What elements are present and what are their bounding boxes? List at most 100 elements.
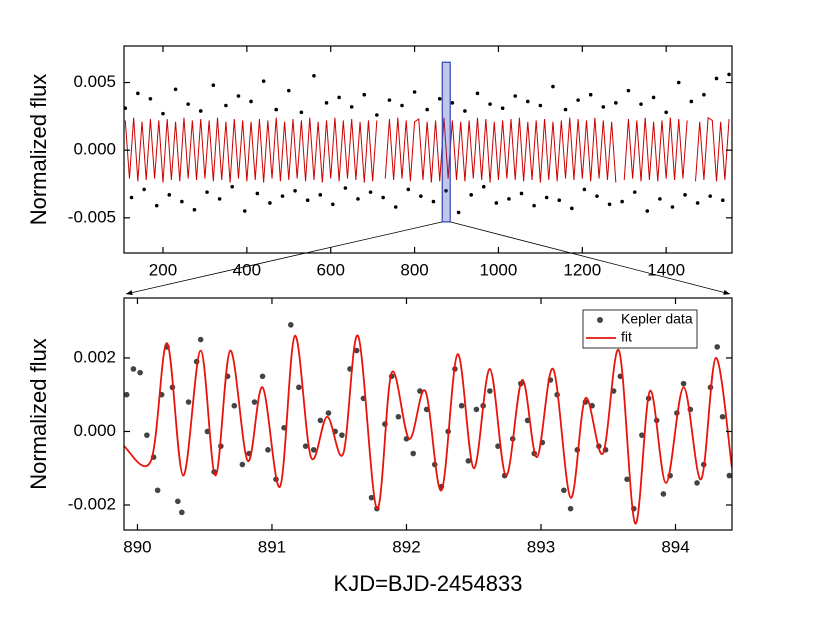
data-point bbox=[444, 188, 448, 193]
data-point bbox=[488, 102, 492, 106]
data-point bbox=[268, 201, 272, 205]
data-point bbox=[205, 190, 209, 194]
data-point bbox=[463, 109, 467, 113]
data-point bbox=[695, 201, 700, 205]
data-point bbox=[525, 99, 530, 104]
data-point bbox=[607, 202, 612, 207]
data-point bbox=[719, 413, 726, 420]
data-point bbox=[400, 103, 404, 108]
data-point bbox=[639, 102, 643, 106]
plot-area bbox=[124, 322, 732, 525]
data-point bbox=[161, 111, 165, 116]
data-point bbox=[714, 76, 719, 81]
x-tick-label: 891 bbox=[258, 537, 286, 556]
data-point bbox=[501, 472, 508, 479]
data-point bbox=[614, 101, 618, 105]
data-point bbox=[129, 195, 134, 200]
data-point bbox=[406, 187, 411, 192]
data-point bbox=[532, 203, 536, 208]
legend-label: fit bbox=[621, 329, 632, 345]
data-point bbox=[349, 105, 354, 109]
data-point bbox=[495, 443, 501, 449]
data-point bbox=[431, 199, 436, 204]
data-point bbox=[231, 402, 238, 409]
y-tick-label: 0.005 bbox=[73, 72, 116, 91]
data-point bbox=[381, 195, 385, 200]
x-tick-label: 893 bbox=[527, 537, 555, 556]
data-point bbox=[639, 432, 645, 438]
data-point bbox=[343, 186, 348, 190]
data-point bbox=[450, 101, 455, 105]
data-point bbox=[395, 413, 402, 420]
data-point bbox=[299, 110, 304, 115]
x-axis-title: KJD=BJD-2454833 bbox=[334, 571, 523, 596]
data-point bbox=[473, 406, 480, 413]
data-point bbox=[286, 88, 291, 93]
data-point bbox=[242, 209, 247, 213]
data-point bbox=[179, 509, 185, 516]
data-point bbox=[487, 388, 493, 394]
data-point bbox=[148, 96, 153, 101]
y-tick-label: 0.000 bbox=[73, 140, 116, 159]
data-point bbox=[339, 432, 345, 438]
data-point bbox=[570, 206, 574, 211]
data-point bbox=[595, 194, 599, 198]
data-point bbox=[651, 95, 656, 100]
data-point bbox=[175, 498, 181, 505]
data-point bbox=[305, 198, 310, 203]
data-point bbox=[265, 447, 271, 453]
data-point bbox=[186, 102, 190, 106]
data-point bbox=[255, 191, 260, 196]
data-point bbox=[142, 187, 146, 192]
axes-frame bbox=[123, 297, 733, 531]
x-tick-label: 1200 bbox=[563, 260, 601, 279]
data-point bbox=[302, 443, 309, 449]
data-point bbox=[261, 79, 266, 83]
data-point bbox=[368, 190, 373, 194]
fit-line bbox=[623, 117, 688, 182]
data-point bbox=[500, 106, 505, 111]
data-point bbox=[582, 187, 587, 192]
data-point bbox=[318, 193, 323, 197]
data-point bbox=[437, 96, 442, 101]
data-point bbox=[660, 491, 667, 497]
y-tick-label: -0.005 bbox=[68, 207, 116, 226]
data-point bbox=[601, 105, 606, 109]
data-point bbox=[224, 103, 228, 108]
data-point bbox=[645, 209, 650, 213]
data-point bbox=[356, 197, 360, 201]
axes-frame bbox=[123, 45, 733, 254]
y-tick-label: 0.002 bbox=[73, 347, 116, 366]
data-point bbox=[465, 458, 472, 464]
data-point bbox=[561, 487, 567, 494]
y-tick-label: -0.002 bbox=[68, 494, 116, 513]
data-point bbox=[519, 191, 524, 196]
x-tick-label: 800 bbox=[400, 260, 428, 279]
data-point bbox=[337, 95, 341, 100]
data-point bbox=[410, 450, 417, 457]
data-point bbox=[167, 193, 172, 197]
data-point bbox=[293, 188, 297, 193]
data-point bbox=[251, 399, 258, 405]
data-point bbox=[130, 366, 137, 372]
zoom-connector bbox=[125, 221, 443, 296]
data-point bbox=[664, 110, 668, 115]
data-point bbox=[727, 72, 731, 77]
data-point bbox=[689, 99, 694, 104]
data-point bbox=[144, 432, 150, 438]
y-axis-title: Normalized flux bbox=[26, 338, 51, 490]
data-point bbox=[567, 505, 574, 512]
data-point bbox=[683, 193, 687, 197]
data-point bbox=[507, 197, 511, 201]
data-point bbox=[588, 92, 593, 97]
data-point bbox=[658, 197, 662, 201]
data-point bbox=[180, 199, 184, 204]
legend-label: Kepler data bbox=[621, 311, 693, 327]
data-point bbox=[481, 184, 486, 189]
fit-line bbox=[384, 117, 617, 183]
fit-line bbox=[124, 334, 732, 525]
data-point bbox=[702, 92, 706, 97]
data-point bbox=[185, 399, 192, 405]
data-point bbox=[198, 109, 203, 113]
